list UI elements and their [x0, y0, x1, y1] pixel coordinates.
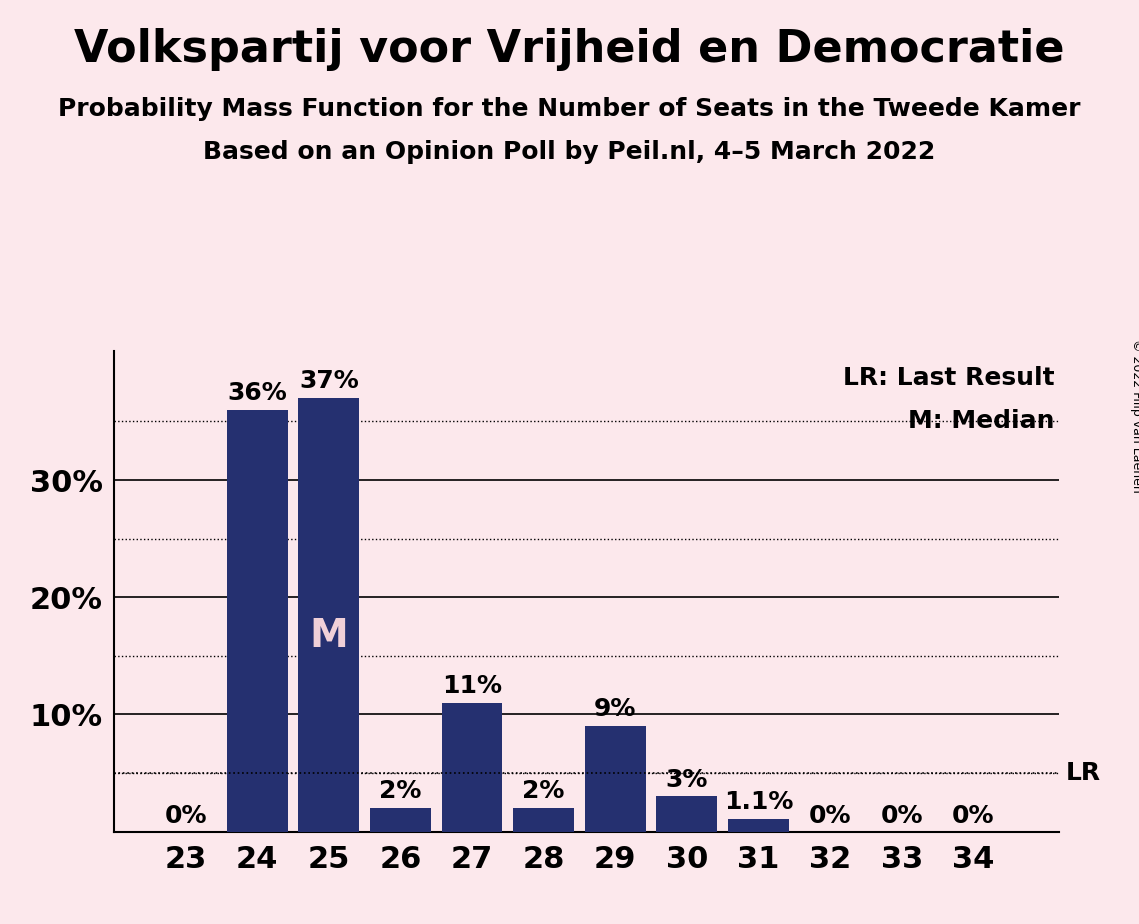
Text: 36%: 36% — [228, 381, 287, 405]
Text: 0%: 0% — [880, 804, 923, 828]
Text: 9%: 9% — [595, 698, 637, 722]
Bar — [728, 819, 789, 832]
Text: 0%: 0% — [809, 804, 851, 828]
Text: 11%: 11% — [442, 674, 502, 698]
Text: 0%: 0% — [164, 804, 207, 828]
Text: © 2022 Filip van Laenen: © 2022 Filip van Laenen — [1130, 339, 1139, 492]
Text: Based on an Opinion Poll by Peil.nl, 4–5 March 2022: Based on an Opinion Poll by Peil.nl, 4–5… — [204, 140, 935, 164]
Text: M: Median: M: Median — [908, 408, 1055, 432]
Text: LR: Last Result: LR: Last Result — [843, 366, 1055, 390]
Text: 2%: 2% — [523, 780, 565, 804]
Bar — [442, 702, 502, 832]
Text: 2%: 2% — [379, 780, 421, 804]
Text: Probability Mass Function for the Number of Seats in the Tweede Kamer: Probability Mass Function for the Number… — [58, 97, 1081, 121]
Bar — [370, 808, 431, 832]
Bar — [584, 726, 646, 832]
Text: 37%: 37% — [298, 370, 359, 394]
Bar — [298, 398, 359, 832]
Text: LR: LR — [1066, 761, 1101, 785]
Text: M: M — [310, 617, 349, 655]
Text: 0%: 0% — [952, 804, 994, 828]
Bar — [514, 808, 574, 832]
Bar — [656, 796, 718, 832]
Text: Volkspartij voor Vrijheid en Democratie: Volkspartij voor Vrijheid en Democratie — [74, 28, 1065, 71]
Text: 1.1%: 1.1% — [723, 790, 793, 814]
Text: 3%: 3% — [665, 768, 708, 792]
Bar — [227, 409, 287, 832]
